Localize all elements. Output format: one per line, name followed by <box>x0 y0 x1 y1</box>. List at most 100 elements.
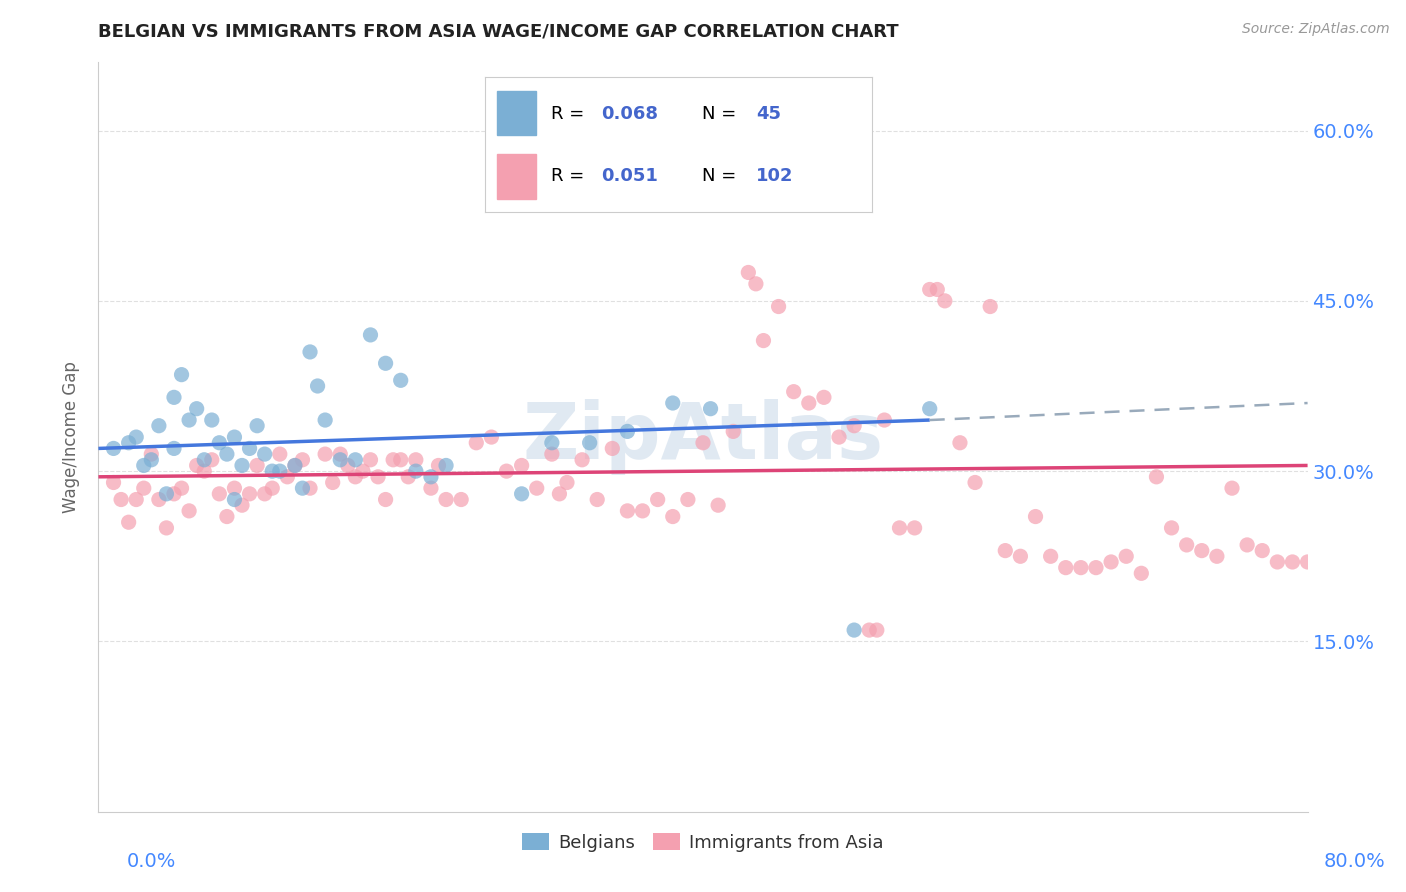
Point <box>866 623 889 637</box>
Point <box>141 452 163 467</box>
Point <box>994 543 1017 558</box>
Point <box>148 492 170 507</box>
Point <box>631 504 654 518</box>
Legend: Belgians, Immigrants from Asia: Belgians, Immigrants from Asia <box>515 826 891 859</box>
Point <box>434 492 457 507</box>
Point <box>1099 555 1122 569</box>
Point <box>269 464 291 478</box>
Point <box>427 458 450 473</box>
Point <box>1024 509 1046 524</box>
Point <box>927 283 949 297</box>
Point <box>1115 549 1137 564</box>
Point <box>405 452 427 467</box>
Point <box>201 452 224 467</box>
Point <box>752 334 775 348</box>
Point <box>374 356 396 370</box>
Point <box>103 475 125 490</box>
Point <box>389 373 412 387</box>
Point <box>262 464 284 478</box>
Text: 80.0%: 80.0% <box>1323 852 1385 871</box>
Text: 0.0%: 0.0% <box>127 852 176 871</box>
Point <box>1267 555 1289 569</box>
Point <box>179 504 201 518</box>
Point <box>676 492 699 507</box>
Text: BELGIAN VS IMMIGRANTS FROM ASIA WAGE/INCOME GAP CORRELATION CHART: BELGIAN VS IMMIGRANTS FROM ASIA WAGE/INC… <box>98 22 898 40</box>
Point <box>548 487 571 501</box>
Point <box>382 452 405 467</box>
Point <box>132 481 155 495</box>
Point <box>1251 543 1274 558</box>
Point <box>155 521 177 535</box>
Point <box>1206 549 1229 564</box>
Point <box>163 487 186 501</box>
Point <box>215 447 238 461</box>
Point <box>186 401 208 416</box>
Point <box>699 401 721 416</box>
Point <box>103 442 125 456</box>
Point <box>420 470 443 484</box>
Point <box>125 430 148 444</box>
Point <box>723 425 745 439</box>
Point <box>291 452 314 467</box>
Point <box>193 464 215 478</box>
Point <box>352 464 374 478</box>
Point <box>163 390 186 404</box>
Point <box>1039 549 1062 564</box>
Point <box>1010 549 1032 564</box>
Point <box>307 379 329 393</box>
Point <box>239 487 262 501</box>
Point <box>540 435 562 450</box>
Point <box>783 384 806 399</box>
Point <box>1236 538 1258 552</box>
Point <box>208 487 231 501</box>
Point <box>246 418 269 433</box>
Point <box>118 435 141 450</box>
Point <box>374 492 396 507</box>
Point <box>481 430 503 444</box>
Point <box>291 481 314 495</box>
Point <box>510 458 533 473</box>
Point <box>110 492 132 507</box>
Point <box>1054 560 1077 574</box>
Text: ZipAtlas: ZipAtlas <box>523 399 883 475</box>
Point <box>420 481 443 495</box>
Point <box>540 447 562 461</box>
Point <box>344 452 367 467</box>
Point <box>526 481 548 495</box>
Point <box>647 492 669 507</box>
Point <box>768 300 790 314</box>
Point <box>889 521 911 535</box>
Point <box>389 452 412 467</box>
Point <box>201 413 224 427</box>
Point <box>828 430 851 444</box>
Point <box>224 430 246 444</box>
Point <box>163 442 186 456</box>
Point <box>1070 560 1092 574</box>
Point <box>253 487 276 501</box>
Point <box>186 458 208 473</box>
Point <box>1191 543 1213 558</box>
Point <box>336 458 359 473</box>
Point <box>661 509 683 524</box>
Point <box>616 425 638 439</box>
Point <box>179 413 201 427</box>
Point <box>125 492 148 507</box>
Point <box>215 509 238 524</box>
Point <box>1296 555 1319 569</box>
Point <box>246 458 269 473</box>
Point <box>284 458 307 473</box>
Point <box>616 504 638 518</box>
Point <box>450 492 472 507</box>
Text: Source: ZipAtlas.com: Source: ZipAtlas.com <box>1241 22 1389 37</box>
Point <box>1130 566 1153 581</box>
Point <box>692 435 714 450</box>
Point <box>586 492 609 507</box>
Point <box>367 470 389 484</box>
Point <box>844 623 866 637</box>
Point <box>745 277 768 291</box>
Point <box>193 452 215 467</box>
Point <box>495 464 517 478</box>
Point <box>132 458 155 473</box>
Point <box>578 435 600 450</box>
Point <box>239 442 262 456</box>
